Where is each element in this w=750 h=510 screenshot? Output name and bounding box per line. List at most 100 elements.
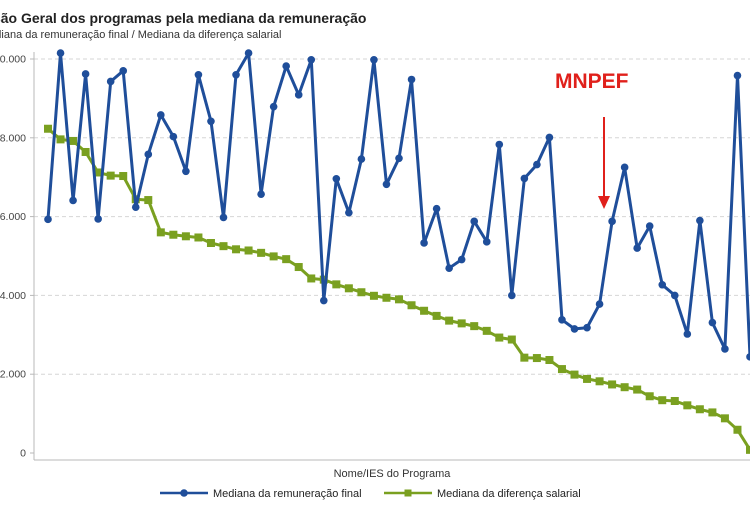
y-axis-ticks: 0 2.000 4.000 6.000 8.000 10.000 bbox=[0, 54, 34, 460]
data-point bbox=[532, 354, 541, 363]
series-2 bbox=[44, 124, 750, 454]
data-point bbox=[345, 208, 353, 217]
data-point bbox=[658, 396, 667, 405]
data-point bbox=[545, 133, 554, 142]
data-point bbox=[382, 293, 391, 302]
data-point bbox=[69, 136, 78, 145]
data-point bbox=[658, 280, 667, 289]
data-point bbox=[332, 280, 341, 289]
data-point bbox=[156, 228, 165, 237]
data-point bbox=[420, 306, 429, 315]
data-point bbox=[608, 380, 617, 389]
data-point bbox=[495, 333, 504, 342]
y-tick-label: 4.000 bbox=[0, 290, 26, 302]
data-point bbox=[670, 291, 679, 300]
data-point bbox=[545, 356, 554, 365]
data-point bbox=[94, 168, 103, 177]
data-point bbox=[232, 245, 241, 254]
data-point bbox=[382, 180, 391, 189]
data-point bbox=[344, 284, 353, 293]
legend-item-series-2: Mediana da diferença salarial bbox=[384, 488, 581, 500]
data-point bbox=[269, 252, 278, 261]
data-point bbox=[570, 325, 579, 333]
data-point bbox=[445, 264, 453, 273]
data-point bbox=[733, 71, 742, 80]
data-point bbox=[357, 288, 366, 297]
y-tick-label: 0 bbox=[20, 448, 26, 460]
data-point bbox=[207, 117, 215, 126]
data-point bbox=[432, 204, 441, 213]
data-point bbox=[44, 124, 52, 133]
annotation-label: MNPEF bbox=[555, 70, 629, 93]
y-tick-label: 10.000 bbox=[0, 54, 26, 66]
data-point bbox=[194, 233, 203, 242]
data-point bbox=[595, 300, 604, 308]
data-point bbox=[182, 167, 190, 176]
data-point bbox=[144, 150, 153, 159]
chart-subtitle: Mediana da remuneração final / Mediana d… bbox=[0, 29, 281, 41]
data-point bbox=[395, 154, 403, 163]
data-point bbox=[169, 132, 178, 141]
data-point bbox=[257, 190, 265, 198]
data-point bbox=[370, 55, 378, 64]
data-point bbox=[520, 174, 529, 183]
data-point bbox=[257, 248, 266, 257]
data-point bbox=[244, 246, 253, 255]
data-point bbox=[81, 147, 90, 156]
annotation-arrow bbox=[598, 117, 610, 209]
data-point bbox=[495, 140, 504, 149]
data-point bbox=[319, 296, 328, 305]
data-point bbox=[733, 425, 742, 434]
data-point bbox=[232, 70, 240, 79]
data-point bbox=[44, 215, 52, 224]
data-point bbox=[332, 174, 341, 183]
data-point bbox=[583, 374, 592, 383]
data-point bbox=[482, 238, 491, 246]
data-point bbox=[206, 238, 215, 247]
data-point bbox=[106, 77, 115, 86]
data-point bbox=[595, 377, 604, 386]
data-point bbox=[708, 408, 717, 417]
series-line-2 bbox=[47, 127, 750, 451]
data-point bbox=[432, 311, 441, 320]
data-point bbox=[395, 295, 403, 304]
data-point bbox=[144, 196, 153, 205]
data-point bbox=[407, 75, 416, 84]
data-point bbox=[181, 232, 190, 241]
data-point bbox=[294, 91, 303, 99]
data-point bbox=[633, 244, 641, 252]
data-point bbox=[357, 155, 366, 163]
data-point bbox=[695, 405, 704, 414]
data-point bbox=[558, 316, 566, 324]
data-point bbox=[482, 326, 491, 335]
data-point bbox=[683, 401, 692, 410]
legend: Mediana da remuneração final Mediana da … bbox=[160, 488, 581, 500]
data-point bbox=[119, 67, 128, 75]
legend-item-series-1: Mediana da remuneração final bbox=[160, 488, 362, 500]
data-point bbox=[131, 203, 140, 211]
data-point bbox=[219, 242, 228, 251]
data-point bbox=[119, 172, 128, 181]
data-point bbox=[620, 163, 629, 172]
data-point bbox=[445, 316, 454, 325]
data-point bbox=[81, 70, 90, 78]
data-point bbox=[169, 230, 178, 239]
data-point bbox=[269, 102, 278, 111]
data-point bbox=[282, 62, 290, 70]
data-point bbox=[369, 291, 378, 300]
data-point bbox=[56, 49, 65, 57]
data-point bbox=[645, 392, 654, 401]
data-point bbox=[746, 445, 750, 454]
data-point bbox=[670, 396, 679, 405]
data-point bbox=[720, 414, 729, 423]
data-point bbox=[69, 196, 77, 205]
legend-label-series-1: Mediana da remuneração final bbox=[213, 488, 362, 500]
data-point bbox=[470, 322, 479, 331]
data-point bbox=[457, 255, 466, 264]
data-point bbox=[106, 171, 115, 180]
data-point bbox=[557, 365, 566, 374]
data-point bbox=[219, 213, 228, 222]
data-point bbox=[583, 323, 591, 332]
legend-label-series-2: Mediana da diferença salarial bbox=[437, 488, 581, 500]
data-point bbox=[457, 319, 466, 328]
